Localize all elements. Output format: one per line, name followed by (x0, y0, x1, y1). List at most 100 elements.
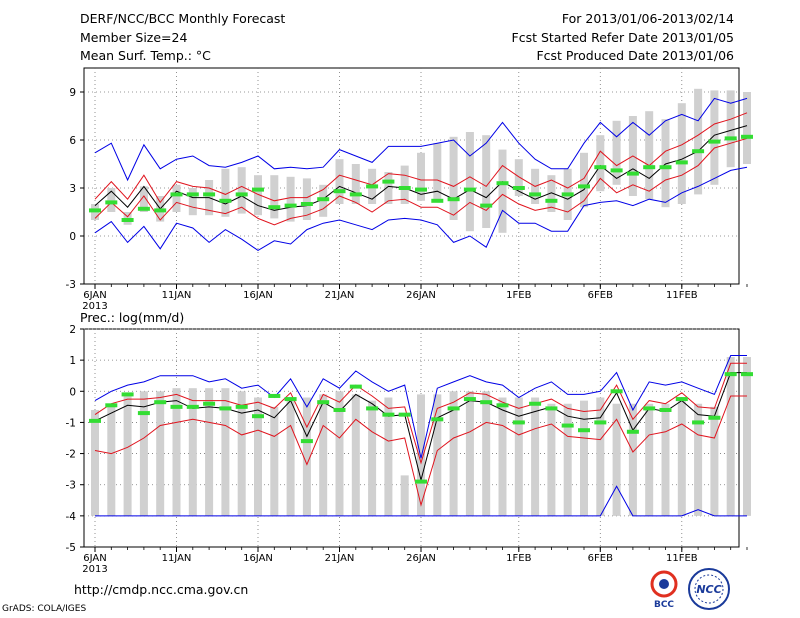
precipitation-observed-marker (545, 406, 558, 411)
precipitation-spread-bar (335, 391, 344, 516)
precipitation-spread-bar (612, 403, 621, 516)
temperature-observed-marker (447, 197, 460, 202)
ncc-logo-inner (694, 574, 724, 604)
precipitation-ytick-label: -2 (66, 449, 76, 461)
variable-label: Mean Surf. Temp.: °C (80, 48, 211, 63)
forecast-period: For 2013/01/06-2013/02/14 (561, 11, 734, 26)
temperature-observed-marker (610, 168, 623, 173)
temperature-observed-marker (268, 205, 281, 210)
precipitation-inner-lower-line (94, 395, 747, 507)
precipitation-observed-marker (235, 404, 248, 409)
temperature-spread-bar (172, 184, 181, 212)
temperature-spread-bar (661, 119, 670, 208)
temperature-xtick-label: 6FEB (588, 290, 613, 301)
temperature-xtick-label: 11FEB (666, 290, 698, 301)
precipitation-observed-marker (203, 401, 216, 406)
precipitation-spread-bar (465, 391, 474, 516)
precipitation-frame (83, 328, 740, 548)
precipitation-spread-bar (384, 397, 393, 516)
temperature-observed-marker (561, 192, 574, 197)
temperature-observed-marker (643, 165, 656, 170)
precipitation-observed-marker (300, 439, 313, 444)
precipitation-observed-marker (105, 403, 118, 408)
temperature-xtick-label: 1FEB (506, 290, 531, 301)
temperature-observed-marker (659, 165, 672, 170)
temperature-observed-marker (333, 189, 346, 194)
grads-credit: GrADS: COLA/IGES (2, 604, 87, 614)
temperature-spread-bar (384, 172, 393, 204)
temperature-spread-bar (400, 165, 409, 204)
temperature-observed-marker (529, 192, 542, 197)
precipitation-observed-marker (219, 406, 232, 411)
temperature-ytick-label: 6 (69, 135, 76, 147)
temperature-xtick-label: 21JAN (325, 290, 355, 301)
temperature-spread-bar (433, 143, 442, 201)
start-date: Fcst Started Refer Date 2013/01/05 (511, 30, 735, 45)
ncc-logo-text: NCC (696, 583, 721, 596)
temperature-observed-marker (512, 186, 525, 190)
precipitation-spread-bar (302, 397, 311, 516)
precipitation-observed-marker (610, 389, 623, 394)
temperature-spread-bar (514, 159, 523, 196)
precipitation-spread-bar (205, 388, 214, 516)
temperature-xtick-label: 26JAN (406, 290, 436, 301)
precipitation-spread-bar (514, 397, 523, 516)
precipitation-outer-lower-line (95, 485, 747, 517)
temperature-spread-bar (645, 111, 654, 200)
bcc-logo-text: BCC (654, 600, 674, 609)
temperature-ytick-label: 3 (69, 183, 76, 195)
precipitation-ytick-label: -3 (66, 480, 76, 492)
temperature-spread-bar (596, 135, 605, 192)
temperature-observed-marker (154, 208, 167, 213)
precipitation-outer-upper-line (94, 355, 747, 459)
temperature-spread-bar (465, 132, 474, 232)
temperature-observed-marker (545, 198, 558, 203)
bcc-logo-ring (650, 570, 678, 598)
temperature-frame (83, 67, 740, 285)
temperature-observed-marker (578, 184, 590, 189)
produced-date: Fcst Produced Date 2013/01/06 (536, 48, 734, 63)
temperature-observed-marker (300, 202, 313, 206)
precipitation-ytick-label: -5 (66, 542, 76, 554)
temperature-observed-marker (724, 136, 737, 141)
temperature-spread-bar (254, 175, 262, 216)
precipitation-observed-marker (284, 397, 297, 402)
temperature-ytick-label: -3 (66, 279, 76, 291)
precipitation-xtick-label: 1FEB (506, 553, 531, 564)
precipitation-observed-marker (154, 400, 167, 405)
temperature-spread-bar (221, 168, 230, 217)
precipitation-spread-bar (351, 394, 360, 516)
precipitation-spread-bar (628, 403, 637, 516)
precipitation-spread-bar (726, 357, 735, 516)
temperature-ytick-label: 0 (69, 231, 76, 243)
temperature-spread-bar (612, 120, 621, 185)
precipitation-spread-bar (400, 475, 409, 516)
precipitation-spread-bar (237, 391, 246, 516)
precipitation-xtick-label: 11FEB (666, 553, 698, 564)
precipitation-observed-marker (349, 384, 362, 389)
temperature-spread-bar (482, 135, 491, 228)
bcc-logo: BCC (650, 570, 678, 609)
temperature-spread-bar (188, 188, 197, 216)
precipitation-spread-bar (677, 400, 686, 516)
precipitation-observed-marker (741, 372, 753, 377)
precipitation-xtick-label: 26JAN (406, 553, 436, 564)
temperature-observed-marker (463, 187, 476, 192)
temperature-spread-bar (335, 159, 344, 204)
precipitation-xtick-label: 21JAN (325, 553, 355, 564)
temperature-observed-marker (203, 192, 216, 197)
precipitation-observed-marker (578, 428, 590, 433)
precipitation-observed-marker (415, 479, 427, 484)
precipitation-observed-marker (317, 400, 330, 405)
temperature-observed-marker (431, 198, 444, 203)
precipitation-observed-marker (692, 420, 705, 425)
precip-variable-label: Prec.: log(mm/d) (80, 310, 184, 325)
precipitation-spread-bar (694, 403, 703, 516)
source-url-link[interactable]: http://cmdp.ncc.cma.gov.cn (74, 582, 249, 597)
precipitation-observed-marker (643, 406, 656, 411)
precipitation-observed-marker (121, 392, 134, 397)
precipitation-observed-marker (431, 417, 444, 422)
precipitation-spread-bar (91, 409, 99, 516)
temperature-observed-marker (317, 197, 330, 202)
precipitation-xtick-label: 6JAN (83, 553, 106, 564)
